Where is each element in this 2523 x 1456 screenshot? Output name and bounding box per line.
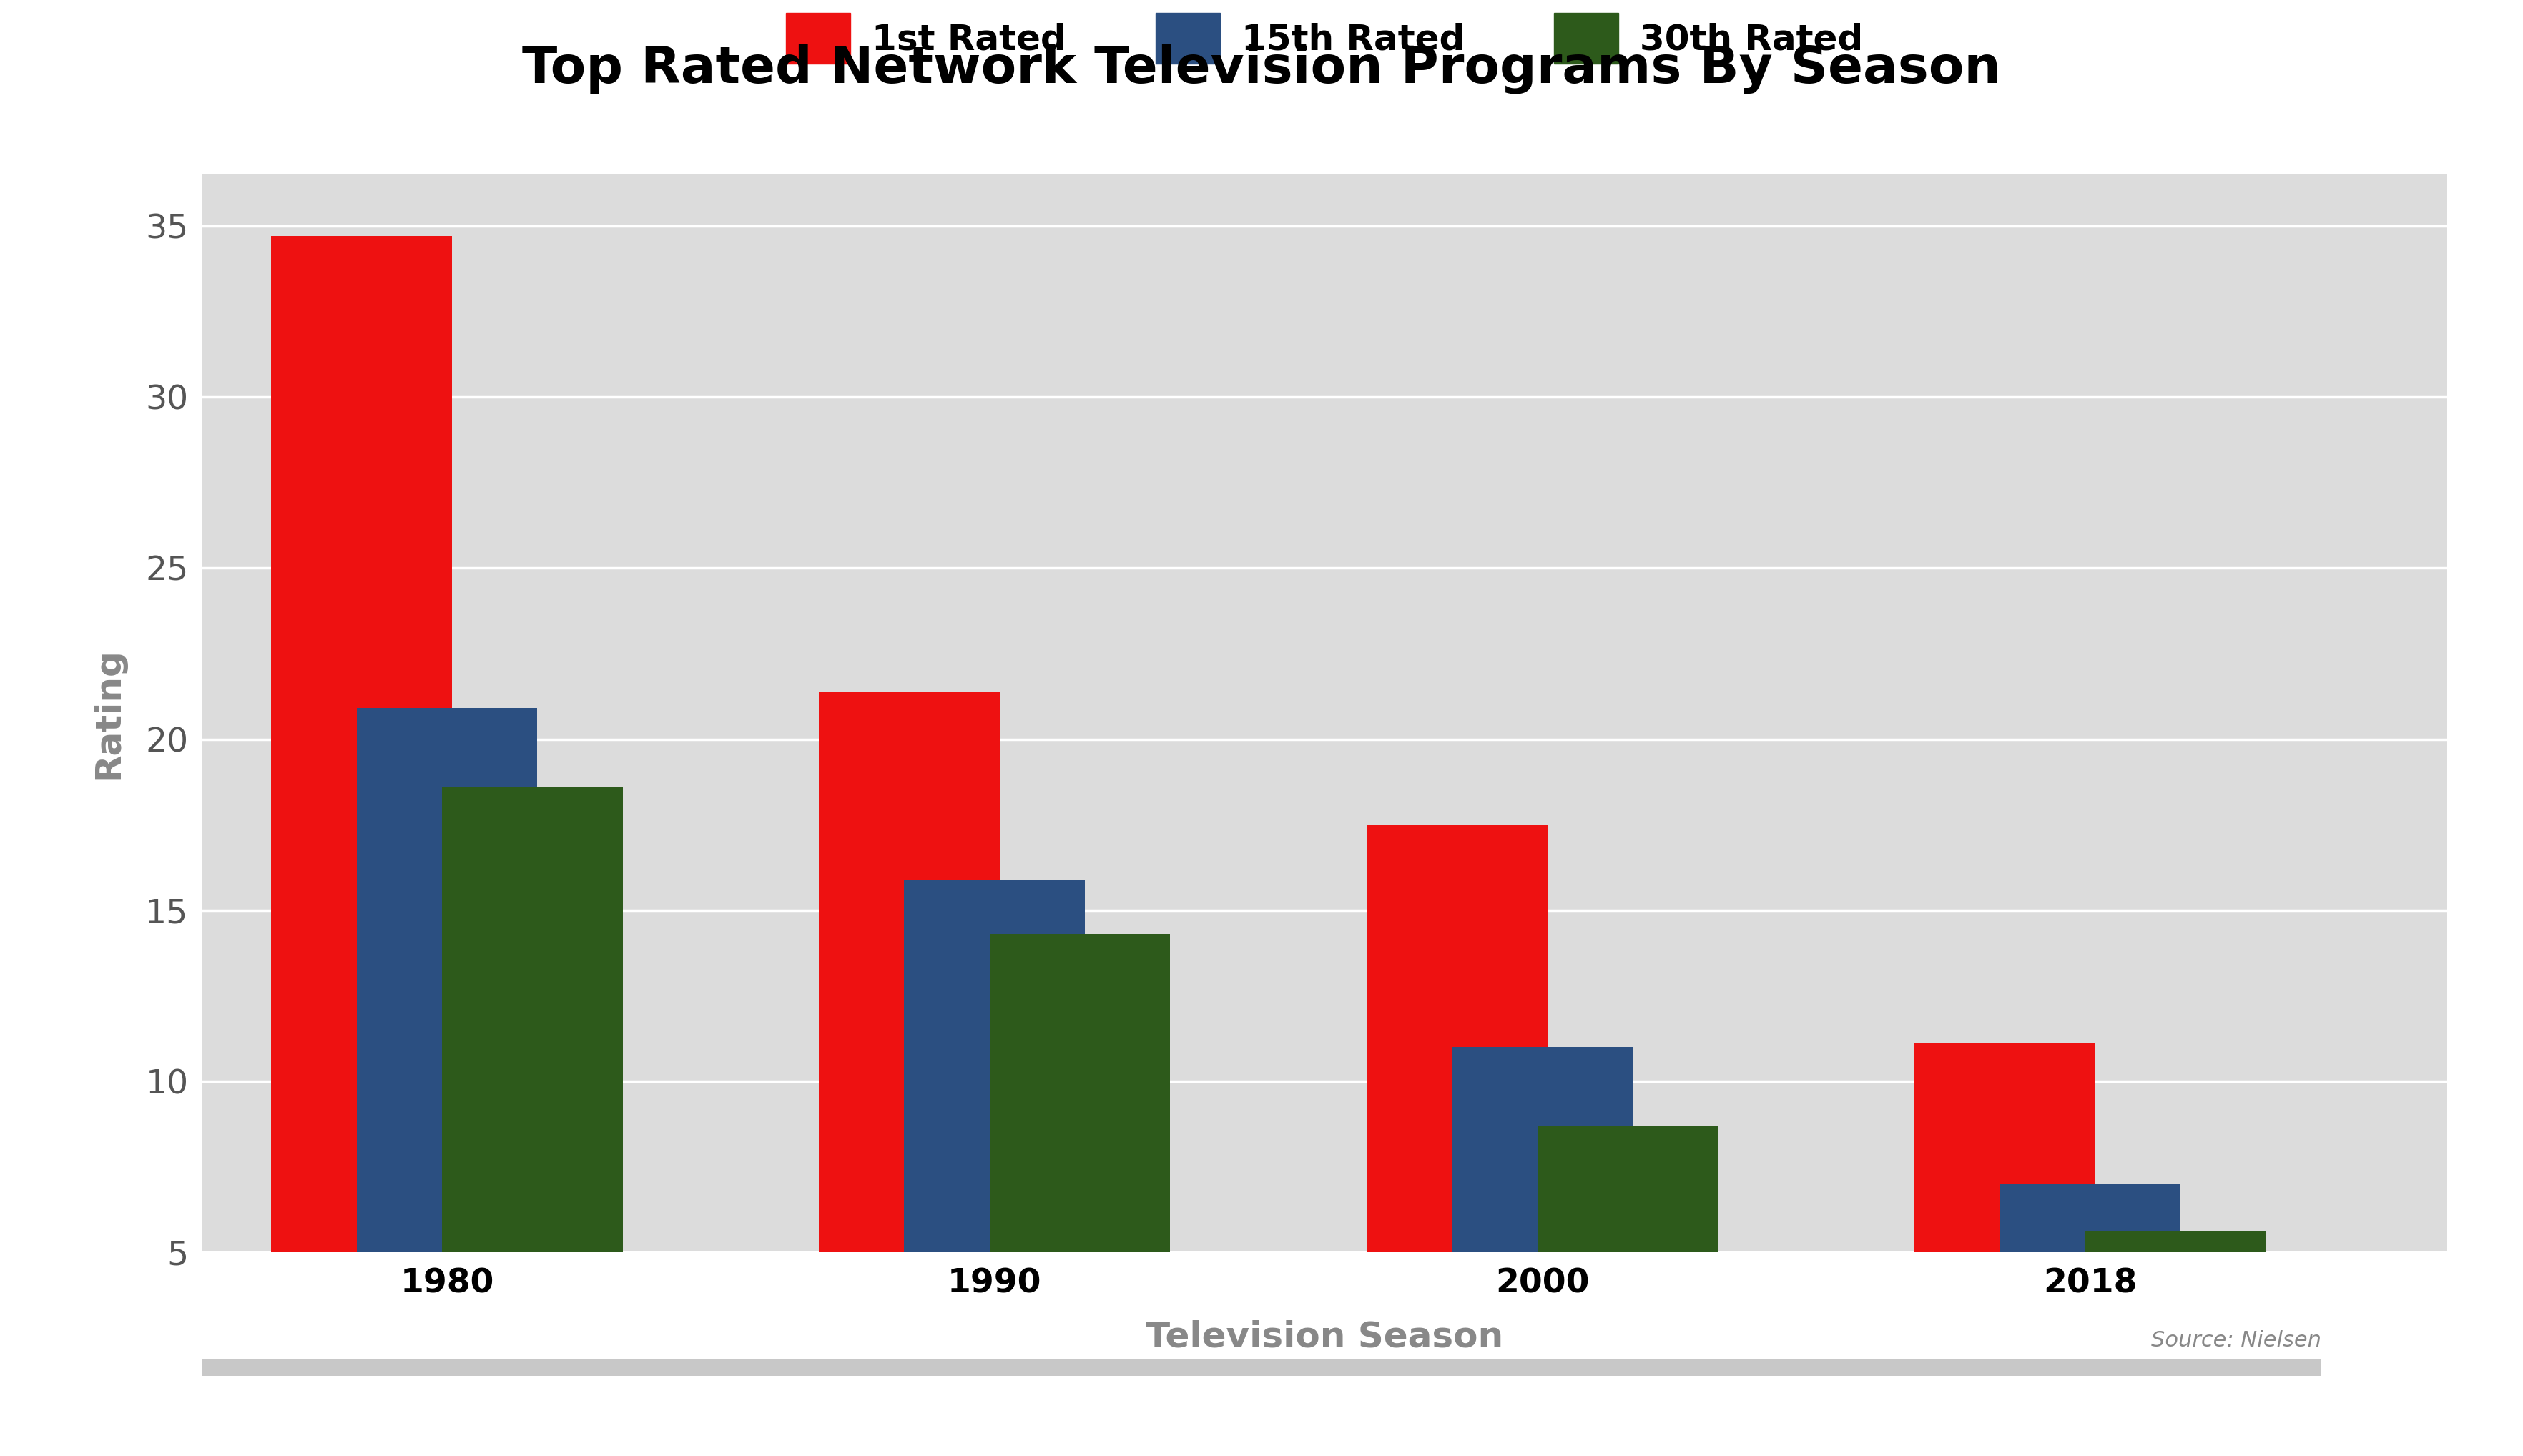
- Bar: [356, 708, 537, 1423]
- Legend: 1st Rated, 15th Rated, 30th Rated: 1st Rated, 15th Rated, 30th Rated: [772, 0, 1877, 77]
- Bar: [1367, 824, 1547, 1423]
- Bar: [2084, 1232, 2266, 1423]
- Text: Source: Nielsen: Source: Nielsen: [2152, 1331, 2321, 1351]
- Y-axis label: Rating: Rating: [91, 648, 126, 779]
- Bar: [1451, 1047, 1632, 1423]
- Text: Top Rated Network Television Programs By Season: Top Rated Network Television Programs By…: [522, 44, 2001, 93]
- Bar: [270, 236, 452, 1423]
- Bar: [903, 879, 1085, 1423]
- Bar: [442, 788, 623, 1423]
- Bar: [820, 692, 999, 1423]
- X-axis label: Television Season: Television Season: [1145, 1319, 1504, 1354]
- Bar: [1537, 1125, 1718, 1423]
- Bar: [989, 935, 1171, 1423]
- Bar: [1915, 1044, 2094, 1423]
- Bar: [2001, 1184, 2180, 1423]
